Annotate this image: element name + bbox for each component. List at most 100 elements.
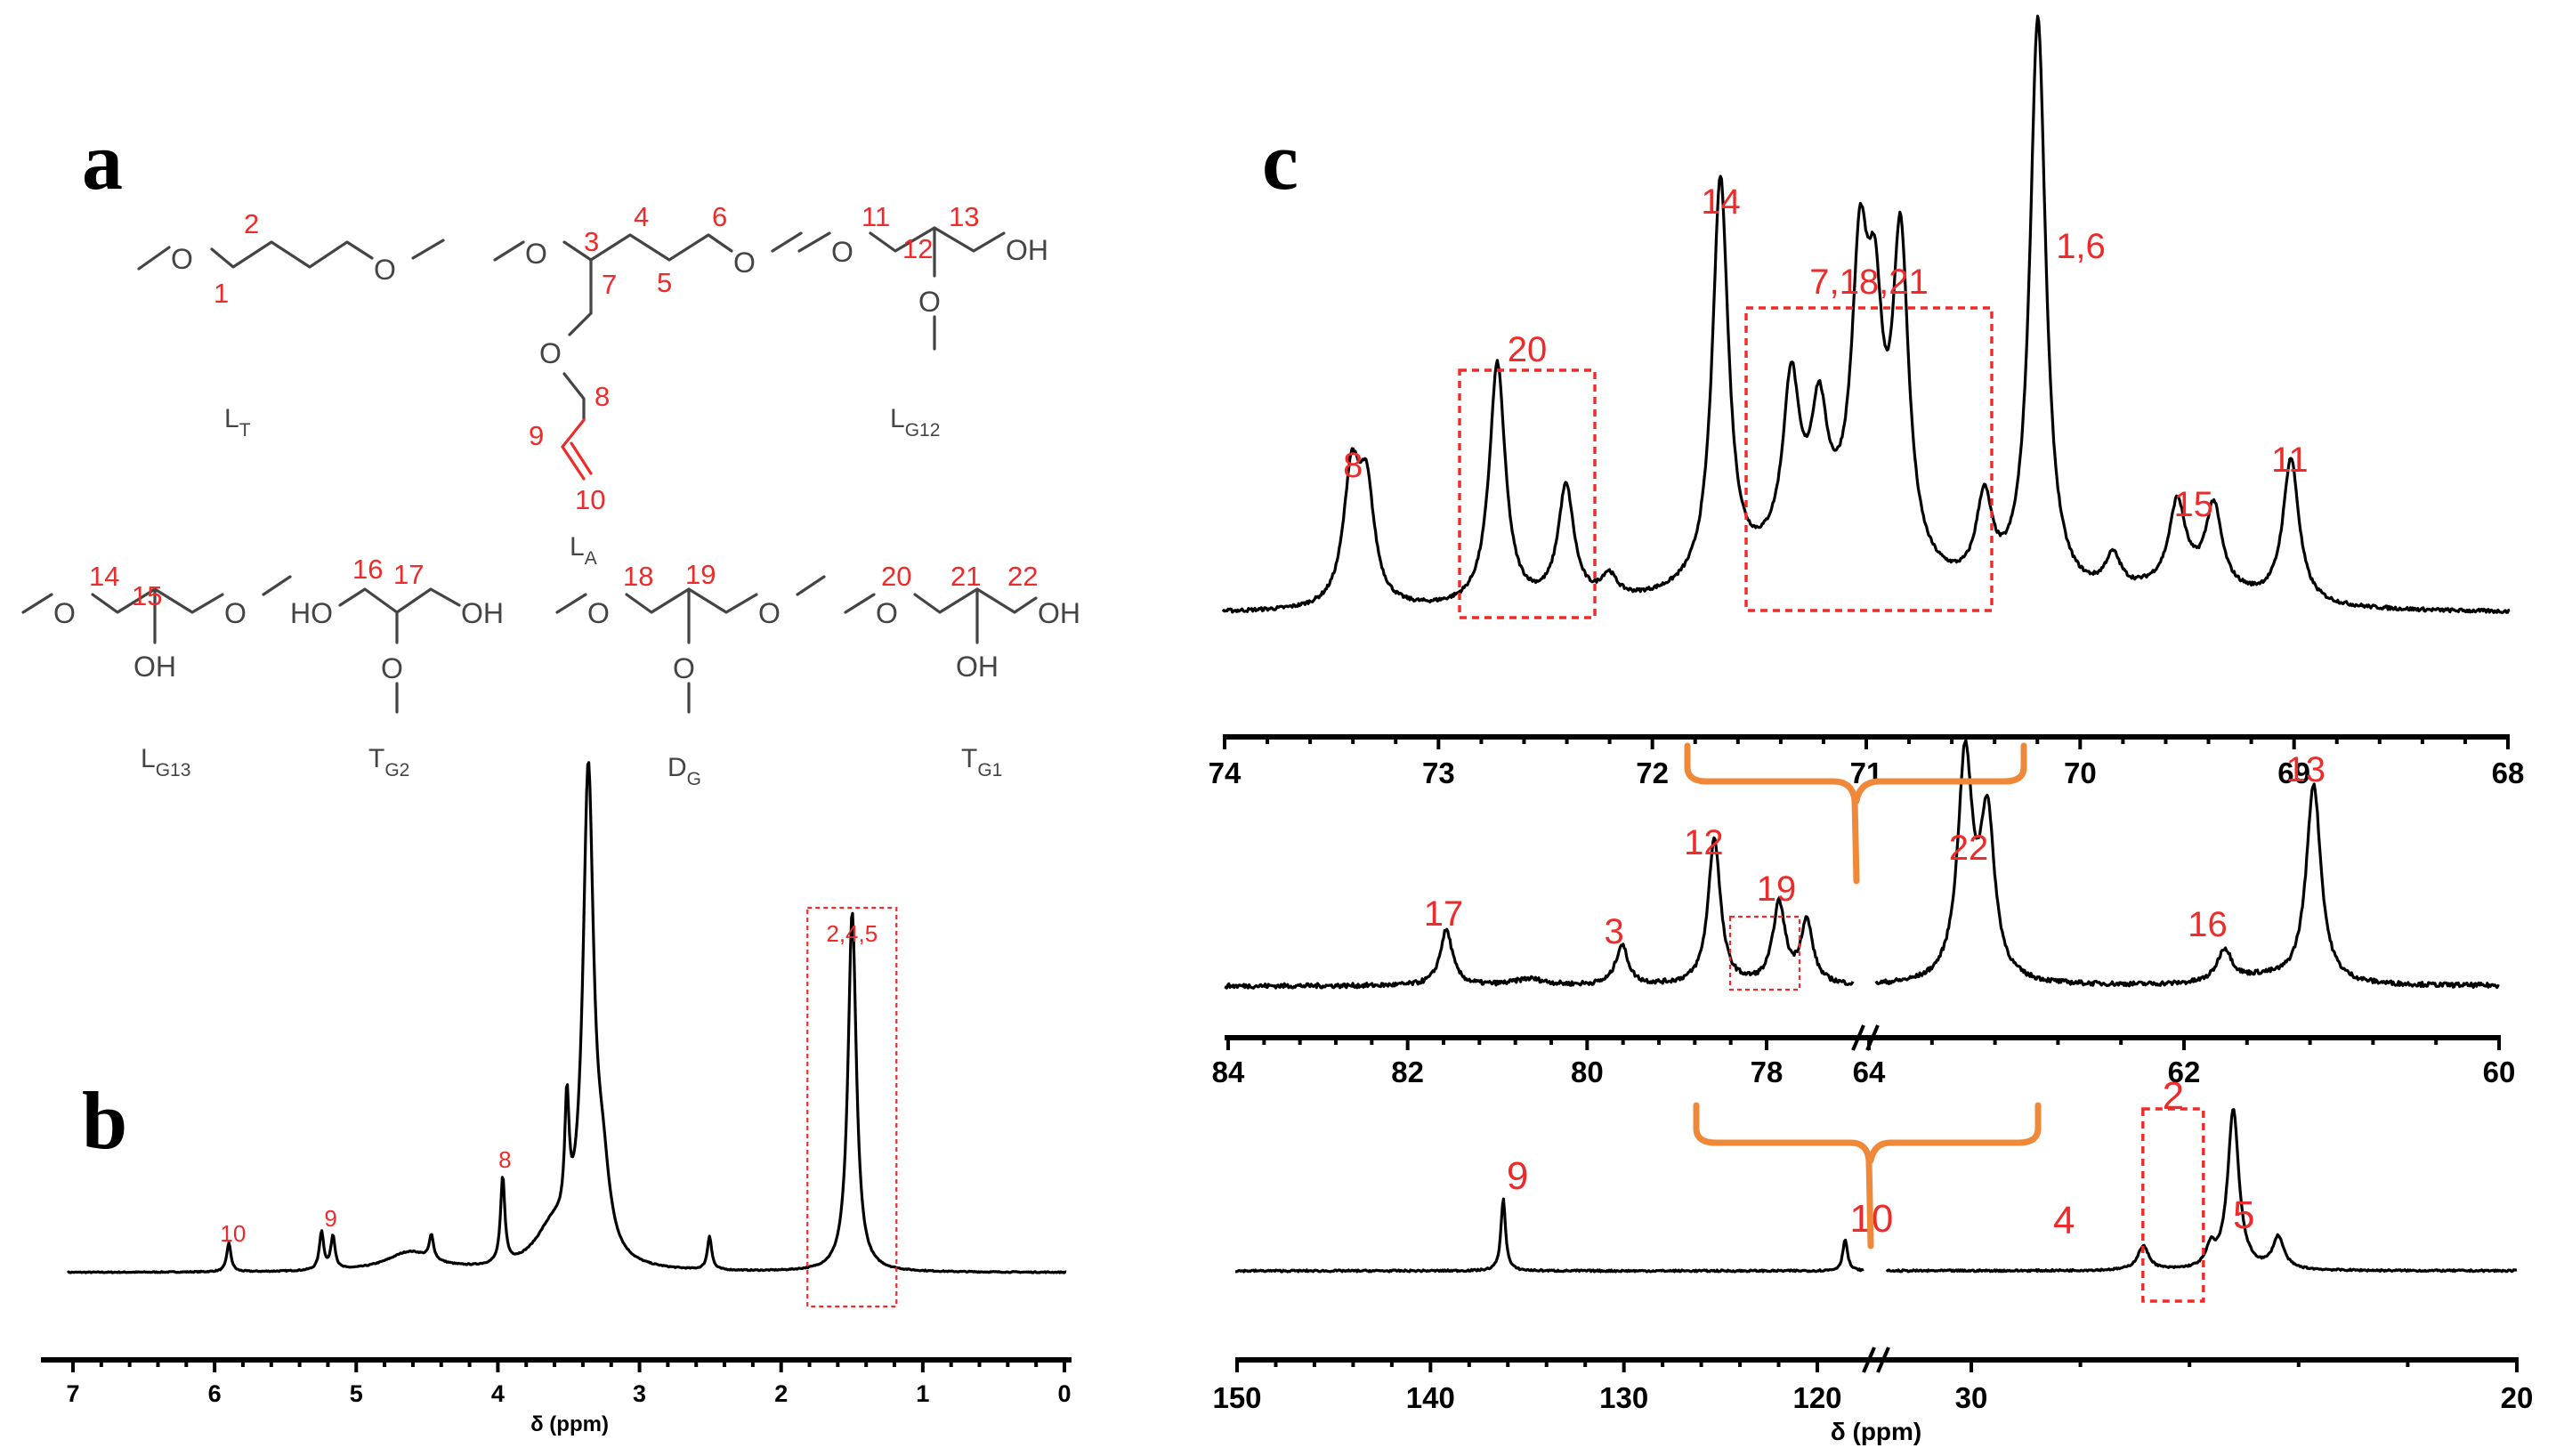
peak-label: 10 <box>220 1220 246 1247</box>
atom-number: 21 <box>950 561 981 592</box>
x-tick-label: 20 <box>2501 1381 2534 1414</box>
atom-number: 8 <box>595 381 610 412</box>
atom-number: 20 <box>881 561 911 592</box>
x-axis-label: δ (ppm) <box>530 1412 609 1436</box>
atom-number: 9 <box>529 420 544 451</box>
peak-label: 3 <box>1604 912 1623 951</box>
highlight-box <box>1458 368 1597 619</box>
structure-dg: O O O 18 19 DG <box>555 559 826 789</box>
x-tick-label: 84 <box>1212 1056 1245 1088</box>
peak-label: 5 <box>2233 1193 2254 1237</box>
peak-label: 7,18,21 <box>1809 263 1928 302</box>
atom-o: O <box>381 652 403 684</box>
spectrum-1h <box>66 761 1067 1274</box>
peak-label: 12 <box>1684 823 1724 862</box>
atom-number: 10 <box>575 484 605 515</box>
spectrum-13c-row2-right <box>1874 739 2500 990</box>
atom-oh: OH <box>461 597 504 629</box>
x-tick-label: 5 <box>350 1380 363 1407</box>
atom-number: 5 <box>657 267 672 298</box>
structure-label: TG1 <box>961 744 1002 781</box>
spectrum-13c-row2-left <box>1224 836 1855 990</box>
atom-number: 15 <box>132 580 162 611</box>
peak-label: 17 <box>1424 894 1464 934</box>
highlight-box <box>2141 1107 2205 1303</box>
atom-number: 16 <box>352 554 383 585</box>
peak-label: 8 <box>1343 446 1363 485</box>
structure-lt: O O 1 2 LT <box>137 208 445 441</box>
x-tick-label: 130 <box>1599 1381 1648 1414</box>
atom-number: 11 <box>861 201 890 232</box>
highlight-box <box>1728 915 1801 991</box>
expansion-brace <box>1684 742 2027 885</box>
structure-la: O O O 3 4 5 6 7 8 9 10 LA <box>493 201 803 569</box>
x-tick-label: 3 <box>633 1380 646 1407</box>
peak-label: 16 <box>2188 905 2228 944</box>
atom-oh: OH <box>1006 234 1048 266</box>
structure-tg2: HO OH O 16 17 TG2 <box>290 554 504 781</box>
atom-oh: OH <box>1038 597 1080 629</box>
x-tick-label: 62 <box>2168 1056 2201 1088</box>
x-tick-label: 78 <box>1751 1056 1784 1088</box>
atom-o: O <box>539 337 562 369</box>
x-tick-label: 120 <box>1792 1381 1841 1414</box>
peak-label: 2 <box>2163 1074 2184 1118</box>
expansion-brace <box>1693 1102 2042 1250</box>
atom-number: 2 <box>244 208 259 239</box>
highlight-box <box>806 906 898 1308</box>
atom-number: 3 <box>584 226 599 257</box>
structure-label: LG13 <box>141 744 190 781</box>
axis-break <box>1865 1024 1880 1051</box>
peak-label: 20 <box>1508 330 1548 369</box>
atom-o: O <box>831 236 853 268</box>
x-tick-label: 69 <box>2277 756 2310 789</box>
x-tick-label: 74 <box>1209 756 1242 789</box>
peak-label: 14 <box>1701 182 1741 222</box>
atom-number: 17 <box>393 559 424 590</box>
x-tick-label: 4 <box>491 1380 505 1407</box>
peak-label: 19 <box>1757 870 1797 909</box>
atom-o: O <box>876 597 898 629</box>
peak-label: 22 <box>1949 829 1989 868</box>
atom-o: O <box>758 597 781 629</box>
peak-label: 13 <box>2286 750 2326 789</box>
axis-break <box>1862 1347 1876 1373</box>
structure-label: LG12 <box>890 404 940 441</box>
structure-label: TG2 <box>368 744 409 781</box>
x-tick-label: 2 <box>774 1380 788 1407</box>
atom-o: O <box>171 243 193 275</box>
spectrum-13c-row3-right <box>1885 1108 2518 1274</box>
x-tick-label: 82 <box>1391 1056 1424 1088</box>
spectrum-13c-row3-left <box>1234 1197 1864 1274</box>
peak-label: 9 <box>324 1205 336 1232</box>
x-tick-label: 7 <box>66 1380 79 1407</box>
atom-o: O <box>673 652 695 684</box>
axis-break <box>1851 1024 1865 1051</box>
x-tick-label: 140 <box>1406 1381 1455 1414</box>
x-tick-label: 80 <box>1571 1056 1604 1088</box>
atom-number: 6 <box>712 201 727 232</box>
peak-label: 2,4,5 <box>826 920 878 947</box>
x-tick-label: 0 <box>1057 1380 1071 1407</box>
peak-label: 11 <box>2271 441 2309 480</box>
atom-ho: HO <box>290 597 333 629</box>
atom-number: 22 <box>1007 561 1038 592</box>
x-tick-label: 72 <box>1636 756 1669 789</box>
atom-number: 13 <box>949 201 979 232</box>
axis-break <box>1876 1347 1890 1373</box>
x-tick-label: 70 <box>2064 756 2097 789</box>
structure-label: DG <box>667 753 701 789</box>
x-tick-label: 68 <box>2492 756 2525 789</box>
atom-number: 1 <box>214 278 229 309</box>
x-tick-label: 30 <box>1955 1381 1988 1414</box>
atom-o: O <box>374 254 396 286</box>
atom-number: 19 <box>685 559 716 590</box>
panel-b-letter: b <box>82 1075 127 1166</box>
atom-o: O <box>918 286 941 318</box>
x-tick-label: 64 <box>1853 1056 1886 1088</box>
structure-lg13: O O OH 14 15 LG13 <box>21 561 292 781</box>
x-axis-label: δ (ppm) <box>1831 1418 1922 1445</box>
